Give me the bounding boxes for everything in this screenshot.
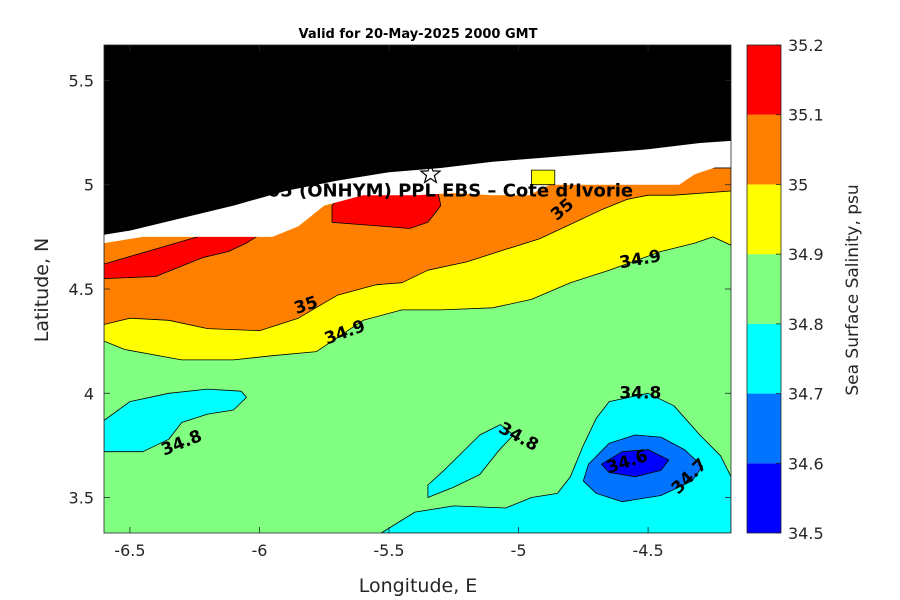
colorbar: 34.5 34.6 34.7 34.8 34.9 35 35.1 35.2 bbox=[746, 36, 824, 543]
colorbar-swatch bbox=[747, 184, 781, 255]
y-tick-label: 4.5 bbox=[69, 280, 94, 299]
y-tick-label: 5.5 bbox=[69, 71, 94, 90]
y-tick-label: 4 bbox=[84, 384, 94, 403]
x-axis-label: Longitude, E bbox=[359, 575, 478, 597]
colorbar-swatch bbox=[747, 323, 781, 394]
colorbar-tick-label: 34.7 bbox=[788, 385, 824, 404]
colorbar-swatch bbox=[747, 463, 781, 533]
contour-label: 34.8 bbox=[619, 383, 661, 403]
y-tick-label: 5 bbox=[84, 176, 94, 195]
colorbar-tick-label: 34.9 bbox=[788, 245, 824, 264]
region-band-34.7-34.8-center bbox=[427, 424, 514, 498]
region-band-35.1-35.2-west bbox=[104, 225, 260, 280]
region-yellow-patch-north bbox=[531, 169, 556, 186]
colorbar-swatch bbox=[747, 393, 781, 464]
colorbar-swatch bbox=[747, 114, 781, 185]
x-tick-label: -6.5 bbox=[114, 541, 145, 560]
chart-title: Valid for 20-May-2025 2000 GMT bbox=[299, 27, 538, 42]
colorbar-swatch bbox=[747, 254, 781, 324]
region-land bbox=[104, 45, 731, 235]
y-axis: 3.5 4 4.5 5 5.5 bbox=[69, 71, 731, 508]
x-tick-label: -6 bbox=[251, 541, 267, 560]
colorbar-label: Sea Surface Salinity, psu bbox=[843, 184, 863, 395]
region-band-34.5-34.6 bbox=[601, 449, 670, 478]
colorbar-tick-label: 34.5 bbox=[788, 524, 824, 543]
x-tick-label: -4.5 bbox=[632, 541, 663, 560]
colorbar-tick-label: 35.1 bbox=[788, 106, 824, 125]
colorbar-swatch bbox=[747, 45, 781, 115]
colorbar-tick-label: 35.2 bbox=[788, 36, 824, 55]
plot-area bbox=[104, 45, 731, 533]
colorbar-border bbox=[746, 44, 782, 534]
colorbar-tick-label: 34.8 bbox=[788, 315, 824, 334]
colorbar-tick-label: 35 bbox=[788, 175, 808, 194]
x-tick-label: -5 bbox=[511, 541, 527, 560]
site-marker: CI-705 (ONHYM) PPL EBS – Cote d’Ivorie bbox=[228, 162, 633, 201]
star-icon bbox=[419, 162, 442, 184]
x-axis: -6.5 -6 -5.5 -5 -4.5 bbox=[114, 45, 664, 560]
colorbar-tick-label: 34.6 bbox=[788, 454, 824, 473]
y-axis-label: Latitude, N bbox=[31, 238, 53, 343]
site-label: CI-705 (ONHYM) PPL EBS – Cote d’Ivorie bbox=[228, 180, 633, 201]
region-band-34.7-34.8-west bbox=[104, 388, 247, 453]
y-tick-label: 3.5 bbox=[69, 489, 94, 508]
x-tick-label: -5.5 bbox=[373, 541, 404, 560]
